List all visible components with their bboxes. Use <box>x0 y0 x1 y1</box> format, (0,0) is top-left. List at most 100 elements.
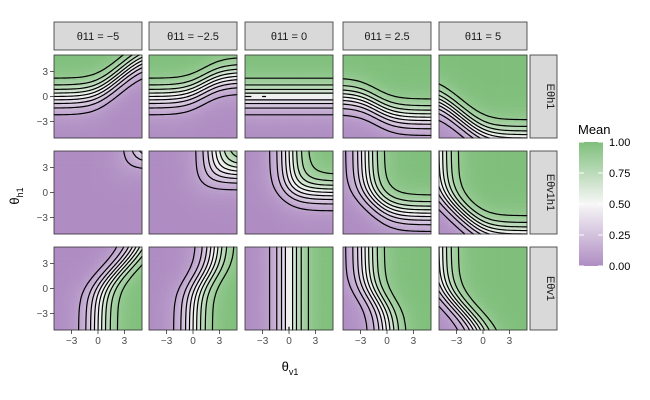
heatmap-cell <box>271 82 275 86</box>
heatmap-cell <box>262 118 266 122</box>
heatmap-cell <box>343 121 347 125</box>
heatmap-cell <box>392 77 397 81</box>
heatmap-cell <box>300 110 305 114</box>
heatmap-cell <box>80 77 84 81</box>
heatmap-cell <box>118 88 122 92</box>
heatmap-cell <box>268 79 272 84</box>
heatmap-cell <box>213 96 217 100</box>
heatmap-cell <box>306 99 310 103</box>
heatmap-cell <box>372 71 376 75</box>
heatmap-cell <box>216 104 220 108</box>
heatmap-cell <box>348 113 353 117</box>
heatmap-cell <box>348 93 353 97</box>
heatmap-cell <box>398 88 403 92</box>
heatmap-cell <box>71 60 75 64</box>
heatmap-cell <box>163 99 167 103</box>
heatmap-cell <box>259 57 263 61</box>
heatmap-cell <box>80 66 84 70</box>
heatmap-cell <box>198 132 203 136</box>
heatmap-cell <box>115 60 119 64</box>
heatmap-cell <box>468 99 472 103</box>
heatmap-cell <box>413 102 417 106</box>
heatmap-cell <box>515 71 519 75</box>
heatmap-cell <box>327 55 331 59</box>
heatmap-cell <box>157 66 162 70</box>
heatmap-cell <box>133 203 137 207</box>
heatmap-cell <box>83 209 87 213</box>
heatmap-cell <box>193 99 197 103</box>
heatmap-cell <box>441 135 446 139</box>
heatmap-cell <box>56 222 61 227</box>
heatmap-cell <box>204 121 209 125</box>
heatmap-cell <box>291 55 296 59</box>
heatmap-cell <box>86 63 90 67</box>
heatmap-cell <box>213 124 217 128</box>
heatmap-cell <box>462 88 466 92</box>
heatmap-cell <box>491 55 496 59</box>
heatmap-cell <box>178 60 182 64</box>
heatmap-cell <box>193 55 197 59</box>
heatmap-cell <box>398 55 403 59</box>
heatmap-cell <box>419 99 423 103</box>
heatmap-cell <box>83 217 87 221</box>
heatmap-cell <box>345 132 350 136</box>
heatmap-cell <box>485 66 490 70</box>
heatmap-cell <box>71 214 75 218</box>
heatmap-cell <box>133 220 137 224</box>
heatmap-cell <box>366 99 370 103</box>
heatmap-cell <box>187 118 191 122</box>
heatmap-cell <box>193 79 197 84</box>
heatmap-cell <box>398 93 403 97</box>
heatmap-cell <box>198 99 203 103</box>
heatmap-cell <box>195 135 200 139</box>
heatmap-cell <box>115 203 119 207</box>
heatmap-cell <box>389 60 394 64</box>
heatmap-cell <box>100 77 105 81</box>
heatmap-cell <box>231 99 235 103</box>
heatmap-cell <box>407 55 411 59</box>
heatmap-cell <box>309 99 313 103</box>
heatmap-cell <box>219 118 223 122</box>
heatmap-cell <box>149 115 153 119</box>
heatmap-cell <box>92 217 96 221</box>
heatmap-cell <box>83 228 87 232</box>
heatmap-cell <box>80 118 84 122</box>
heatmap-cell <box>500 60 504 64</box>
heatmap-cell <box>204 132 209 136</box>
heatmap-cell <box>54 192 58 196</box>
heatmap-cell <box>294 96 299 100</box>
heatmap-cell <box>136 220 140 224</box>
heatmap-cell <box>306 129 310 133</box>
heatmap-cell <box>389 85 394 89</box>
heatmap-cell <box>83 99 87 103</box>
heatmap-cell <box>112 126 116 131</box>
heatmap-cell <box>112 107 116 111</box>
heatmap-cell <box>201 60 206 64</box>
heatmap-cell <box>468 132 472 136</box>
heatmap-cell <box>300 124 305 128</box>
heatmap-cell <box>115 214 119 218</box>
heatmap-cell <box>410 99 414 103</box>
heatmap-cell <box>195 60 200 64</box>
heatmap-cell <box>83 118 87 122</box>
heatmap-cell <box>124 102 128 106</box>
heatmap-cell <box>327 93 331 97</box>
heatmap-cell <box>198 115 203 119</box>
heatmap-cell <box>480 115 484 119</box>
heatmap-cell <box>136 107 140 111</box>
heatmap-cell <box>68 225 72 229</box>
heatmap-cell <box>178 115 182 119</box>
heatmap-cell <box>422 121 426 125</box>
heatmap-cell <box>345 68 350 72</box>
heatmap-cell <box>118 192 122 196</box>
heatmap-cell <box>268 74 272 78</box>
heatmap-cell <box>444 135 449 139</box>
heatmap-cell <box>471 79 475 84</box>
heatmap-cell <box>289 129 293 133</box>
heatmap-cell <box>297 79 302 84</box>
heatmap-cell <box>163 74 167 78</box>
heatmap-cell <box>303 115 307 119</box>
heatmap-cell <box>195 124 200 128</box>
heatmap-cell <box>54 110 58 114</box>
heatmap-cell <box>154 71 159 75</box>
